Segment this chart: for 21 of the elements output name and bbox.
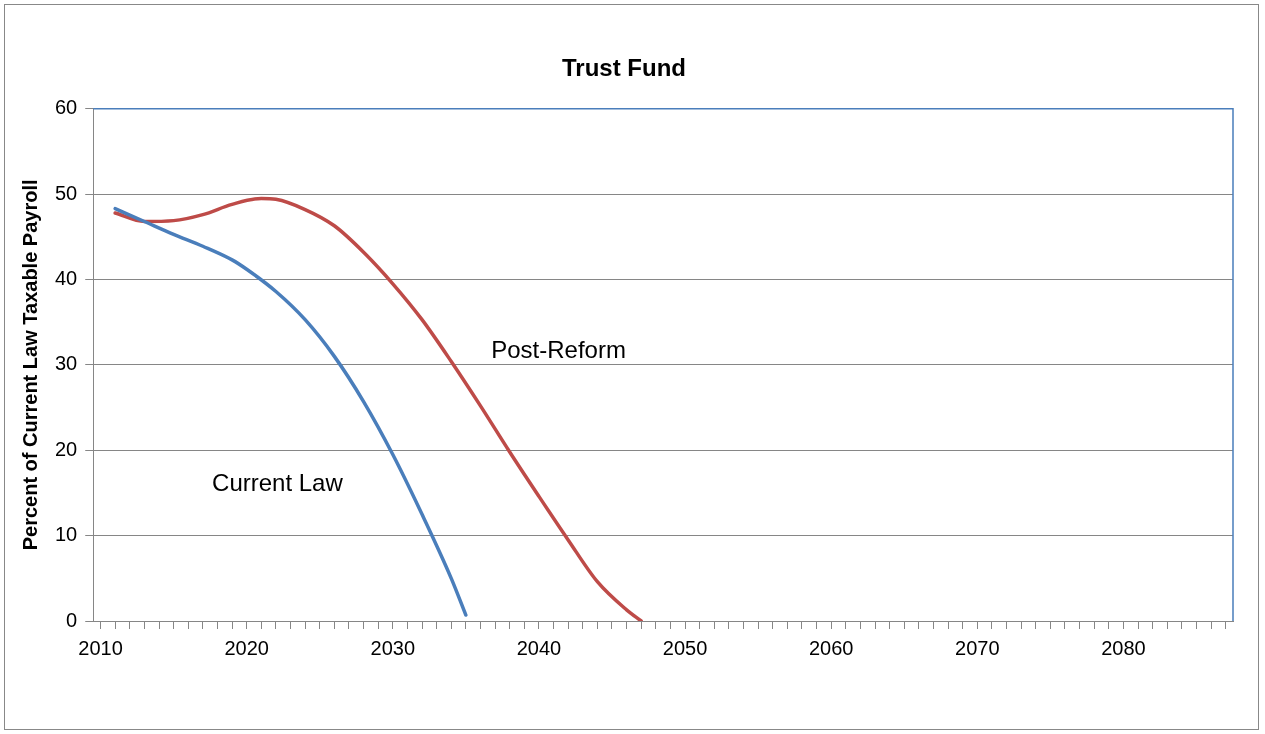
y-tick-label: 50 <box>55 181 78 204</box>
chart-title: Trust Fund <box>562 54 686 82</box>
y-tick-label: 20 <box>55 437 78 460</box>
x-tick-label: 2010 <box>78 636 123 659</box>
series-label: Post-Reform <box>491 336 626 364</box>
x-tick-label: 2050 <box>662 636 708 659</box>
x-tick-label: 2070 <box>955 636 1000 659</box>
line-series <box>113 196 643 621</box>
y-axis-title: Percent of Current Law Taxable Payroll <box>18 179 41 551</box>
text: Current Law <box>212 469 344 497</box>
x-tick-label: 2060 <box>808 636 854 659</box>
x-tick-label: 2020 <box>224 636 269 659</box>
x-tick-label: 2080 <box>1101 636 1146 659</box>
x-tick-label: 2030 <box>370 636 416 659</box>
y-tick-label: 30 <box>55 352 78 375</box>
y-tick-label: 60 <box>55 96 78 119</box>
y-tick-label: 10 <box>55 523 78 546</box>
line-series <box>113 206 468 617</box>
x-tick-label: 2040 <box>516 636 562 659</box>
y-tick-label: 0 <box>66 608 78 631</box>
y-tick-label: 40 <box>55 267 78 290</box>
